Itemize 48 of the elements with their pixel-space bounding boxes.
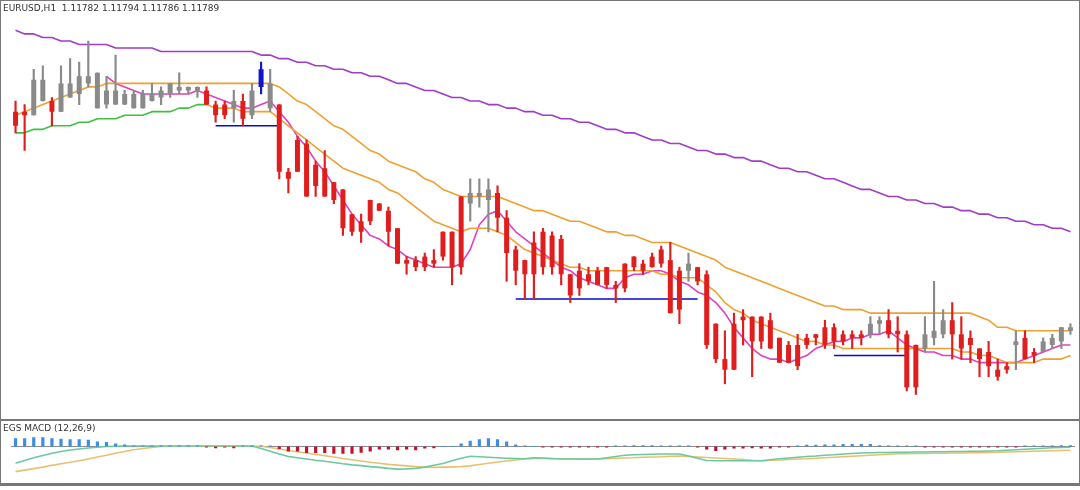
bar — [395, 446, 400, 451]
bar — [823, 444, 827, 447]
bar — [768, 446, 772, 449]
bar — [832, 444, 836, 447]
bar — [741, 446, 745, 449]
bar — [77, 439, 81, 447]
bar — [486, 438, 491, 447]
bar — [759, 446, 763, 449]
bar — [341, 446, 345, 454]
bar — [495, 439, 500, 447]
bar — [732, 446, 736, 449]
bar — [414, 446, 418, 451]
bar — [41, 437, 45, 447]
chart-title: EURUSD,H1 1.11782 1.11794 1.11786 1.11789 — [3, 2, 220, 13]
bar — [113, 443, 118, 447]
bar — [304, 446, 309, 454]
bar — [23, 438, 27, 447]
bar — [477, 439, 481, 447]
candlestick — [776, 337, 782, 363]
bar — [723, 446, 727, 450]
bar — [286, 446, 290, 452]
bar — [705, 446, 709, 450]
bar — [332, 446, 336, 454]
bar — [13, 438, 18, 447]
bar — [50, 438, 54, 447]
bar — [368, 446, 372, 452]
bar — [323, 446, 327, 454]
bar — [514, 444, 518, 447]
bar — [59, 438, 63, 447]
bar — [359, 446, 363, 453]
bar — [68, 439, 72, 447]
candlestick — [376, 203, 382, 211]
bar — [459, 443, 463, 447]
bar — [314, 446, 318, 454]
bar — [505, 441, 509, 447]
bar — [123, 444, 127, 447]
bar — [32, 437, 36, 447]
chart-title: EGS MACD (12,26,9) — [3, 422, 96, 433]
bar — [377, 446, 381, 450]
bar — [423, 446, 427, 449]
bar — [277, 446, 281, 449]
bar — [95, 441, 99, 447]
bar — [350, 446, 354, 454]
bar — [295, 446, 300, 452]
candlestick — [94, 72, 100, 109]
bar — [714, 446, 718, 452]
bar — [386, 446, 390, 450]
bar — [405, 446, 409, 450]
